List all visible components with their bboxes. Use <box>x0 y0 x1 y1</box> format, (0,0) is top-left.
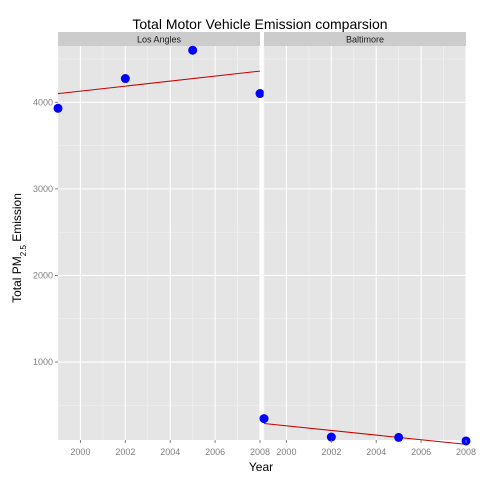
x-tick-label: 2002 <box>115 447 135 457</box>
facet-panel: Baltimore 2000 2002 2004 2006 2008 <box>259 32 476 457</box>
facet-panels: Los Angles 2000 2002 2004 2006 2008 1000 2000 30… <box>33 32 476 457</box>
plot-panel <box>58 46 260 440</box>
facet-strip <box>58 32 260 46</box>
facet-strip <box>264 32 466 46</box>
data-point <box>188 45 198 55</box>
x-tick-label: 2000 <box>70 447 90 457</box>
x-tick-label: 2004 <box>366 447 386 457</box>
data-point <box>255 89 265 99</box>
y-tick-label: 4000 <box>33 97 53 107</box>
y-axis-label-subscript: 2.5 <box>19 245 28 257</box>
facet-strip-label: Los Angles <box>137 35 182 45</box>
chart-title: Total Motor Vehicle Emission comparsion <box>132 16 387 32</box>
x-axis-label: Year <box>249 460 273 474</box>
x-tick-label: 2008 <box>456 447 476 457</box>
y-tick-label: 3000 <box>33 184 53 194</box>
facet-panel: Los Angles 2000 2002 2004 2006 2008 1000 2000 30… <box>33 32 270 457</box>
x-tick-label: 2002 <box>321 447 341 457</box>
data-point <box>259 414 269 424</box>
y-tick-label: 1000 <box>33 357 53 367</box>
trend-line <box>57 70 261 95</box>
x-tick-label: 2006 <box>205 447 225 457</box>
data-point <box>53 103 63 113</box>
x-tick-label: 2006 <box>411 447 431 457</box>
y-axis-label: Total PM2.5 Emission <box>10 193 28 303</box>
facet-strip-label: Baltimore <box>346 35 384 45</box>
x-tick-label: 2008 <box>250 447 270 457</box>
x-tick-label: 2000 <box>276 447 296 457</box>
plot-panel <box>264 46 466 440</box>
x-tick-label: 2004 <box>160 447 180 457</box>
data-point <box>394 432 404 442</box>
trend-line <box>263 423 467 445</box>
data-point <box>120 74 130 84</box>
y-axis-label-prefix: Total PM <box>10 256 24 303</box>
y-tick-label: 2000 <box>33 270 53 280</box>
y-axis-label-suffix: Emission <box>10 193 24 245</box>
data-point <box>326 432 336 442</box>
